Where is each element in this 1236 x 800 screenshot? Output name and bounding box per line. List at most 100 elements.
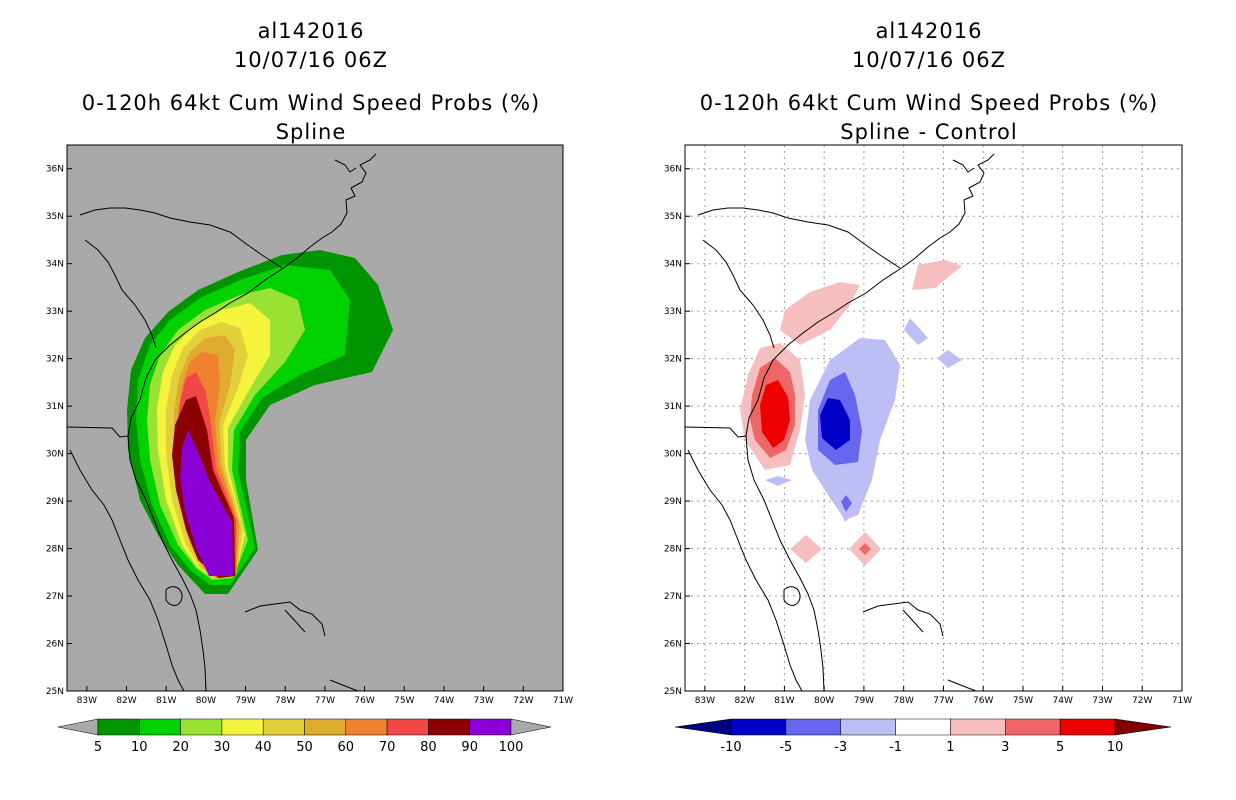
- lat-tick-label: 28N: [664, 545, 682, 555]
- lat-tick-label: 33N: [46, 307, 64, 317]
- left-subtitle: Spline: [276, 120, 347, 144]
- lat-tick-label: 35N: [664, 212, 682, 222]
- diff-pos-sw: [790, 535, 822, 563]
- lat-tick-label: 29N: [664, 497, 682, 507]
- colorbar-label: 50: [296, 740, 313, 755]
- colorbar-swatch: [840, 718, 896, 736]
- lat-tick-label: 32N: [46, 355, 64, 365]
- diff-neg-ne: [904, 318, 928, 345]
- colorbar-over-triangle: [1114, 718, 1172, 736]
- right-lon-axis: 83W 82W 81W 80W 79W 78W 77W 76W 75W 74W 73W 72W 71W: [695, 686, 1192, 706]
- lon-tick-label: 78W: [275, 696, 295, 706]
- lat-tick-label: 31N: [664, 402, 682, 412]
- lat-tick-label: 28N: [46, 545, 64, 555]
- colorbar-label: 40: [255, 740, 272, 755]
- lon-tick-label: 83W: [695, 696, 715, 706]
- lat-tick-label: 26N: [664, 640, 682, 650]
- lon-tick-label: 83W: [77, 696, 97, 706]
- lon-tick-label: 71W: [553, 696, 573, 706]
- colorbar-swatch: [180, 718, 223, 736]
- colorbar-label: 10: [1107, 740, 1124, 755]
- colorbar-swatch: [221, 718, 264, 736]
- lon-tick-label: 77W: [933, 696, 953, 706]
- lon-tick-label: 76W: [973, 696, 993, 706]
- lat-tick-label: 29N: [46, 497, 64, 507]
- right-difference-contours: [685, 153, 995, 691]
- diff-neg-south-3: [841, 495, 852, 512]
- colorbar-under-triangle: [674, 718, 732, 736]
- diff-pos-ne: [912, 260, 962, 290]
- right-datetime: 10/07/16 06Z: [852, 48, 1006, 72]
- colorbar-swatch: [97, 718, 140, 736]
- left-probability-contours: [67, 153, 393, 691]
- lon-tick-label: 81W: [156, 696, 176, 706]
- lon-tick-label: 79W: [235, 696, 255, 706]
- colorbar-swatch: [1059, 718, 1116, 736]
- lon-tick-label: 73W: [473, 696, 493, 706]
- colorbar-swatch: [1005, 718, 1061, 736]
- colorbar-label: 70: [379, 740, 396, 755]
- colorbar-label: -3: [834, 740, 847, 755]
- left-storm-id: al142016: [258, 19, 365, 43]
- left-lon-axis: 83W 82W 81W 80W 79W 78W 77W 76W 75W 74W 73W 72W 71W: [77, 686, 573, 706]
- right-panel-titles: al142016 10/07/16 06Z 0-120h 64kt Cum Wi…: [700, 19, 1157, 144]
- lon-tick-label: 80W: [814, 696, 834, 706]
- lon-tick-label: 71W: [1172, 696, 1192, 706]
- lat-tick-label: 31N: [46, 402, 64, 412]
- colorbar-swatch: [386, 718, 429, 736]
- left-colorbar: 5 10 20 30 40 50 60 70 80 90 100: [57, 718, 552, 755]
- right-lat-axis: 36N 35N 34N 33N 32N 31N 30N 29N 28N 27N 26N 25N: [664, 165, 690, 697]
- left-lat-axis: 36N 35N 34N 33N 32N 31N 30N 29N 28N 27N 26N 25N: [46, 165, 72, 697]
- diff-pos-main-5: [760, 380, 790, 448]
- colorbar-swatch: [139, 718, 181, 736]
- left-product-title: 0-120h 64kt Cum Wind Speed Probs (%): [82, 91, 540, 115]
- left-datetime: 10/07/16 06Z: [234, 48, 388, 72]
- colorbar-label: 5: [1056, 740, 1064, 755]
- diff-neg-east: [937, 350, 962, 368]
- lon-tick-label: 74W: [1053, 696, 1073, 706]
- colorbar-label: 20: [172, 740, 189, 755]
- lat-tick-label: 30N: [664, 450, 682, 460]
- right-map: 36N 35N 34N 33N 32N 31N 30N 29N 28N 27N 26N 25N 83W…: [664, 144, 1192, 706]
- lon-tick-label: 81W: [774, 696, 794, 706]
- right-map-frame: [684, 144, 1183, 692]
- colorbar-label: 100: [499, 740, 524, 755]
- colorbar-swatch: [785, 718, 841, 736]
- lat-tick-label: 36N: [664, 165, 682, 175]
- colorbar-swatch: [469, 718, 512, 736]
- colorbar-swatch: [428, 718, 470, 736]
- lon-tick-label: 75W: [1013, 696, 1033, 706]
- left-map: 36N 35N 34N 33N 32N 31N 30N 29N 28N 27N 26N 25N 83W…: [46, 144, 573, 706]
- colorbar-label: 60: [338, 740, 355, 755]
- lon-tick-label: 79W: [854, 696, 874, 706]
- lat-tick-label: 33N: [664, 307, 682, 317]
- lat-tick-label: 30N: [46, 450, 64, 460]
- colorbar-label: -5: [779, 740, 792, 755]
- lat-tick-label: 27N: [664, 592, 682, 602]
- lat-tick-label: 35N: [46, 212, 64, 222]
- colorbar-label: 80: [420, 740, 437, 755]
- lon-tick-label: 72W: [513, 696, 533, 706]
- colorbar-swatch: [730, 718, 787, 736]
- colorbar-over-triangle: [510, 718, 552, 736]
- lon-tick-label: 74W: [434, 696, 454, 706]
- colorbar-label: 10: [131, 740, 148, 755]
- lon-tick-label: 82W: [734, 696, 754, 706]
- colorbar-label: 5: [94, 740, 102, 755]
- lon-tick-label: 73W: [1092, 696, 1112, 706]
- lat-tick-label: 26N: [46, 640, 64, 650]
- colorbar-swatch: [345, 718, 388, 736]
- colorbar-swatch: [262, 718, 305, 736]
- diff-neg-small: [765, 476, 792, 486]
- right-colorbar: -10 -5 -3 -1 1 3 5 10: [674, 718, 1172, 755]
- lat-tick-label: 36N: [46, 165, 64, 175]
- lon-tick-label: 76W: [354, 696, 374, 706]
- colorbar-under-triangle: [57, 718, 99, 736]
- diff-pos-se-3: [859, 543, 871, 555]
- right-subtitle: Spline - Control: [840, 120, 1017, 144]
- lat-tick-label: 34N: [664, 260, 682, 270]
- left-panel-titles: al142016 10/07/16 06Z 0-120h 64kt Cum Wi…: [82, 19, 540, 144]
- colorbar-label: -1: [889, 740, 902, 755]
- colorbar-label: 30: [214, 740, 231, 755]
- lon-tick-label: 72W: [1132, 696, 1152, 706]
